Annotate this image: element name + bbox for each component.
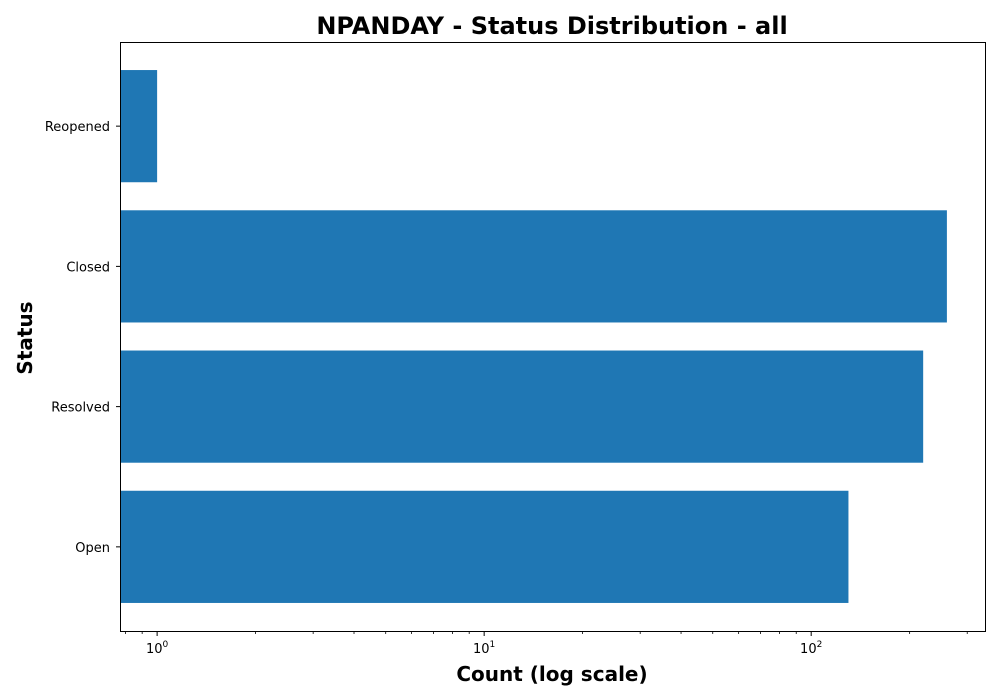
y-tick-label: Open — [75, 541, 110, 556]
y-tick-label: Resolved — [51, 401, 110, 416]
bar-open — [120, 490, 849, 603]
y-tick-label: Closed — [66, 260, 110, 275]
plot-frame — [120, 42, 986, 632]
x-axis-label: Count (log scale) — [456, 662, 647, 686]
bars-group — [120, 70, 947, 603]
x-tick-label: 101 — [473, 640, 495, 657]
y-tick-label: Reopened — [45, 120, 110, 135]
bar-closed — [120, 210, 947, 323]
bar-reopened — [120, 70, 158, 183]
x-tick-label: 100 — [146, 640, 169, 657]
bar-resolved — [120, 350, 924, 463]
y-axis-label: Status — [13, 301, 37, 374]
y-ticks-group: Open Resolved Closed Reopened — [45, 120, 120, 556]
chart-title: NPANDAY - Status Distribution - all — [316, 12, 787, 40]
x-tick-label: 102 — [800, 640, 822, 657]
x-ticks-group: 100 101 102 — [146, 631, 822, 657]
